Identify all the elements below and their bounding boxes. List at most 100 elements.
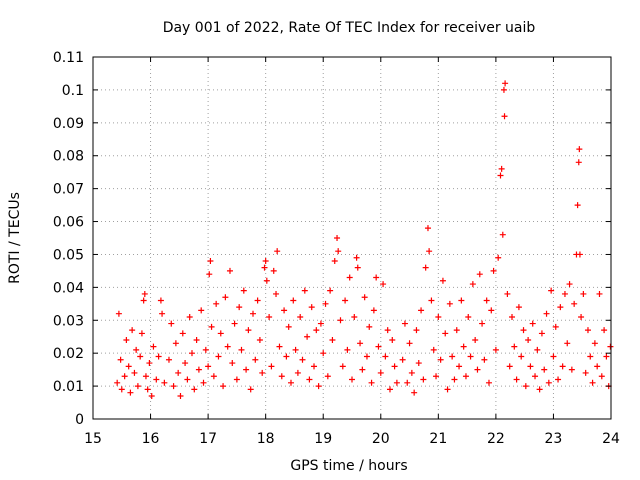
data-point [366,323,373,330]
data-point [331,258,338,265]
y-tick-label: 0.09 [53,116,84,132]
data-point [329,337,336,344]
data-point [393,379,400,386]
data-point [433,373,440,380]
data-point [153,376,160,383]
data-point [509,313,516,320]
data-point [571,300,578,307]
data-point [504,290,511,297]
data-point [541,366,548,373]
data-point [247,386,254,393]
data-point [543,310,550,317]
data-point [439,277,446,284]
data-point [538,330,545,337]
data-point [313,327,320,334]
data-point [292,346,299,353]
data-point [561,290,568,297]
data-point [413,327,420,334]
data-point [322,300,329,307]
data-point [444,386,451,393]
data-point [334,235,341,241]
data-point [202,346,209,353]
data-point [308,304,315,311]
data-point [215,353,222,360]
y-tick-label: 0.1 [62,83,84,99]
data-point [545,379,552,386]
y-tick-label: 0 [75,412,84,428]
data-point [428,297,435,304]
data-point [117,356,124,363]
data-point [513,376,520,383]
data-point [576,251,583,258]
data-point [550,353,557,360]
data-point [304,333,311,340]
data-point [276,343,283,350]
data-point [354,264,361,271]
data-point [261,264,268,271]
data-point [479,320,486,327]
data-point [294,369,301,376]
data-point [335,248,342,255]
data-point [460,343,467,350]
data-point [259,369,266,376]
data-point [598,373,605,380]
data-point [527,363,534,370]
data-point [137,353,144,360]
data-point [278,373,285,380]
data-point [236,304,243,311]
data-point [118,386,125,393]
y-tick-label: 0.08 [53,149,84,165]
data-point [290,297,297,304]
data-point [263,277,270,284]
data-point [311,363,318,370]
data-point [498,165,505,172]
data-point [511,343,518,350]
data-point [415,360,422,367]
data-point [449,353,456,360]
data-point [140,297,147,304]
data-point [213,300,220,307]
data-point [442,330,449,337]
data-point [179,330,186,337]
data-point [465,313,472,320]
data-point [422,264,429,271]
data-point [195,366,202,373]
x-tick-label: 15 [84,431,102,447]
data-point [121,373,128,380]
data-point [220,383,227,390]
data-point [430,346,437,353]
data-point [389,337,396,344]
data-point [469,281,476,288]
data-point [557,304,564,311]
data-point [500,86,507,93]
data-point [462,373,469,380]
data-point [285,323,292,330]
data-point [384,327,391,334]
data-point [240,287,247,294]
data-point [346,274,353,281]
data-point [522,383,529,390]
data-point [274,248,281,255]
data-point [377,369,384,376]
data-point [349,376,355,383]
data-point [437,356,444,363]
data-point [207,258,214,265]
data-point [584,327,591,334]
data-point [344,346,351,353]
x-tick-label: 17 [199,431,217,447]
data-point [133,346,140,353]
data-point [182,360,189,367]
data-point [506,363,513,370]
data-point [315,383,322,390]
data-point [453,327,460,334]
data-point [476,271,483,278]
data-point [576,146,583,153]
y-tick-label: 0.07 [53,182,84,198]
data-point [601,327,608,334]
data-point [339,363,346,370]
data-point [399,356,406,363]
data-point [327,287,334,294]
y-tick-label: 0.02 [53,346,84,362]
data-point [520,327,527,334]
data-point [578,313,585,320]
